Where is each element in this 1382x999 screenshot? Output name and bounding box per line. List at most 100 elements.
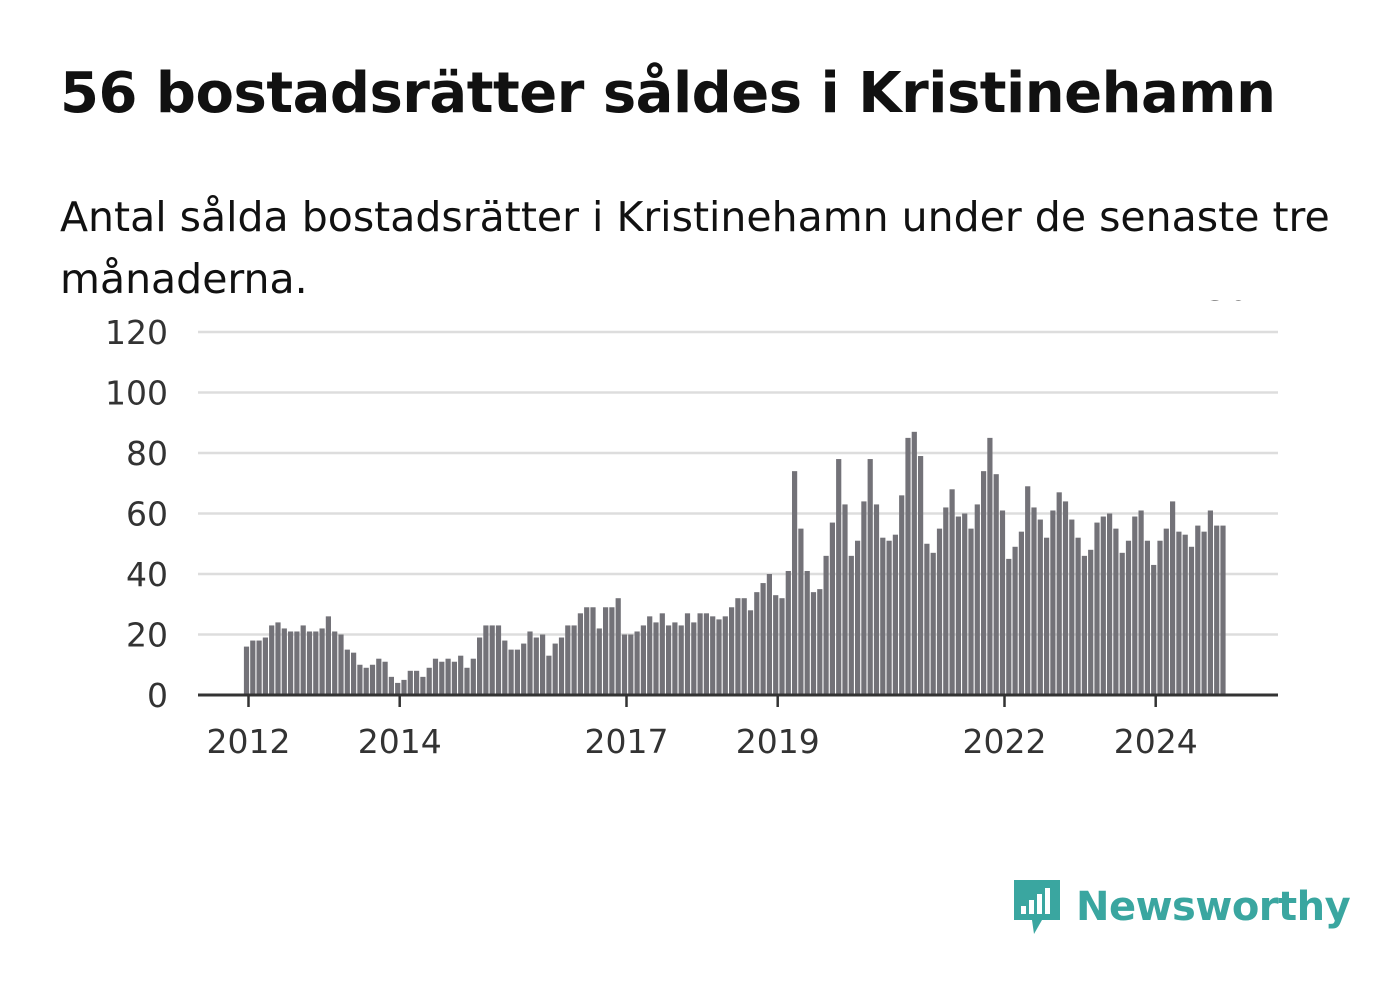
bar — [1107, 513, 1113, 695]
bar — [993, 474, 999, 695]
bar — [401, 679, 407, 696]
bar — [1012, 546, 1018, 695]
bar — [1220, 525, 1226, 695]
y-tick-label: 40 — [126, 555, 168, 594]
bar — [552, 643, 558, 695]
bar — [514, 649, 520, 696]
bar — [458, 655, 464, 695]
bar — [968, 528, 974, 696]
bar — [716, 619, 722, 696]
y-tick-label: 60 — [126, 495, 168, 534]
bar — [703, 613, 709, 695]
bar — [785, 570, 791, 695]
bar — [628, 634, 634, 695]
bar — [351, 652, 357, 695]
bar — [420, 676, 426, 695]
bar — [495, 625, 502, 695]
bar — [1170, 501, 1176, 695]
brand-name: Newsworthy — [1076, 884, 1351, 930]
bar — [880, 537, 886, 695]
bar — [338, 634, 344, 695]
bar — [911, 431, 917, 695]
x-tick-label: 2019 — [736, 722, 820, 761]
bar — [332, 631, 338, 695]
bars — [243, 431, 1226, 696]
bar — [735, 598, 741, 695]
bar — [1031, 507, 1037, 695]
bar — [294, 631, 300, 695]
bar — [691, 622, 697, 695]
bar — [363, 667, 369, 695]
bar — [376, 658, 382, 695]
bar — [981, 471, 987, 695]
bar — [861, 501, 867, 695]
bar — [1182, 534, 1188, 695]
bar — [596, 628, 602, 695]
value-label: 56 — [1206, 300, 1248, 308]
bar — [773, 595, 779, 695]
bar — [722, 616, 728, 695]
bar — [439, 661, 445, 695]
bar — [697, 613, 703, 695]
y-tick-label: 80 — [126, 434, 168, 473]
bar — [1144, 540, 1150, 695]
bar — [1195, 525, 1201, 695]
bar — [659, 613, 665, 695]
bar — [962, 513, 968, 695]
bar — [571, 625, 577, 695]
bar — [1025, 486, 1031, 695]
bar — [684, 613, 691, 695]
brand-logo: Newsworthy — [1010, 876, 1351, 938]
bar — [313, 631, 319, 695]
bar — [678, 625, 684, 695]
bar — [533, 637, 539, 695]
bar — [810, 592, 817, 695]
bar — [565, 625, 571, 695]
bar — [584, 607, 590, 695]
bar — [1207, 510, 1213, 695]
bar — [949, 489, 955, 695]
bar — [1044, 537, 1050, 695]
bar — [445, 658, 451, 695]
bar — [489, 625, 495, 695]
bar — [1062, 501, 1069, 695]
bar — [369, 664, 376, 695]
bar — [1081, 555, 1087, 695]
bar — [873, 504, 880, 695]
bar — [653, 622, 659, 695]
x-tick-label: 2022 — [963, 722, 1047, 761]
bar — [477, 637, 483, 695]
bar — [1125, 540, 1132, 695]
bar — [999, 510, 1006, 695]
bar — [1176, 531, 1182, 695]
bar — [470, 658, 476, 695]
y-tick-label: 120 — [105, 313, 168, 352]
bar — [741, 598, 747, 695]
bar — [281, 628, 287, 695]
bar — [729, 607, 735, 695]
bar — [634, 631, 640, 695]
bar — [829, 522, 835, 695]
bar — [603, 607, 609, 695]
bar — [414, 670, 420, 695]
bar — [640, 625, 646, 695]
bar — [288, 631, 294, 695]
bar — [243, 646, 250, 695]
x-axis — [198, 693, 1278, 707]
bar — [1138, 510, 1144, 695]
bar — [483, 625, 489, 695]
bar — [754, 592, 760, 695]
bar — [269, 625, 275, 695]
bar — [275, 622, 281, 695]
y-tick-label: 20 — [126, 616, 168, 655]
bar — [1056, 492, 1062, 695]
bar — [1157, 540, 1163, 695]
bar — [395, 682, 401, 695]
bar — [256, 640, 262, 695]
bar — [836, 459, 842, 695]
bar — [615, 598, 621, 695]
y-tick-label: 0 — [147, 676, 168, 715]
bar — [817, 589, 823, 696]
bar — [521, 643, 527, 695]
bar — [451, 661, 457, 695]
